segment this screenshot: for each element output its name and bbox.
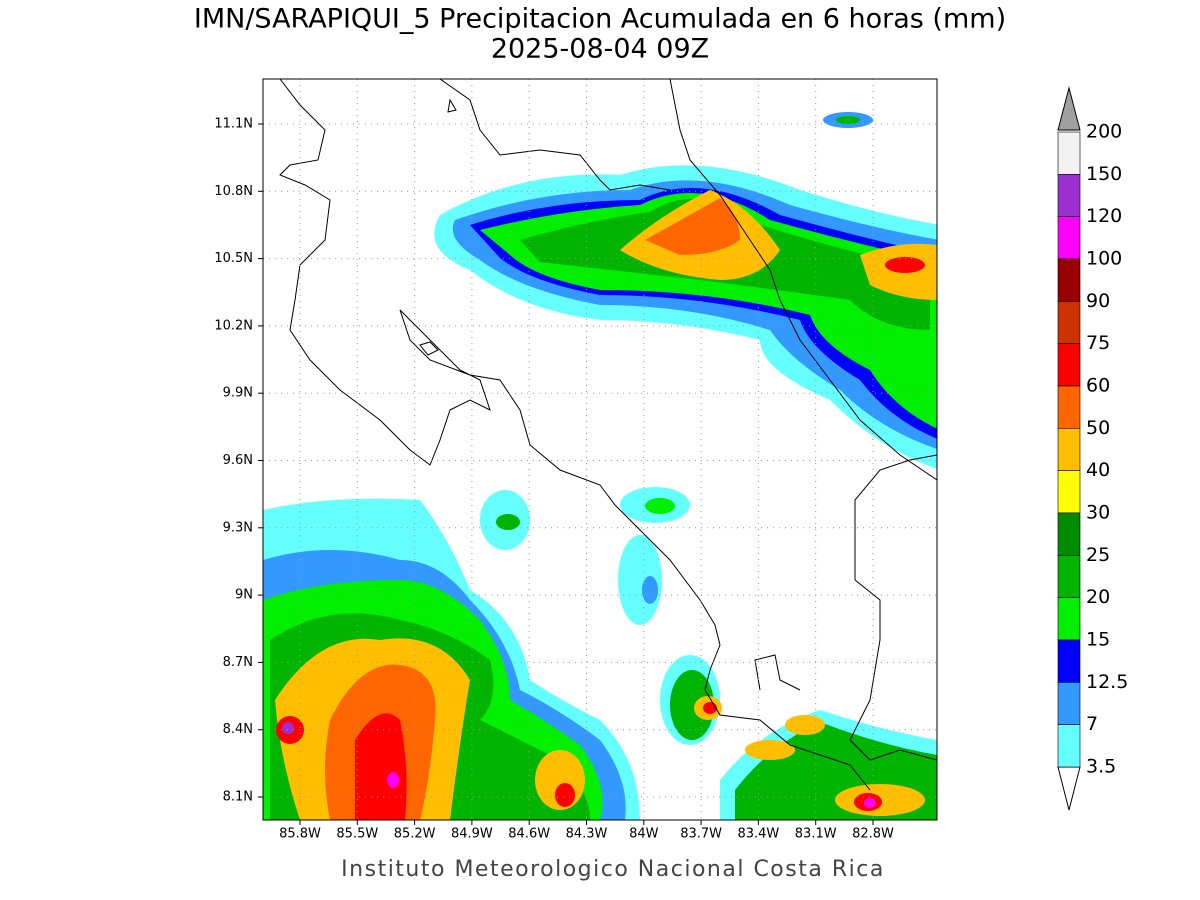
colorbar-box (1057, 555, 1081, 598)
colorbar: 200 150 120 100 90 75 60 50 40 30 25 20 15 12.5 7 3.5 (1057, 86, 1128, 811)
lon-label: 85.8W (279, 827, 321, 842)
lat-label: 9.3N (223, 520, 253, 535)
colorbar-box (1057, 428, 1081, 471)
colorbar-label: 25 (1086, 544, 1110, 566)
colorbar-label: 12.5 (1086, 671, 1128, 693)
colorbar-box (1057, 597, 1081, 641)
colorbar-label: 3.5 (1086, 756, 1116, 778)
colorbar-label: 100 (1086, 248, 1122, 270)
lon-label: 84.3W (566, 827, 608, 842)
lon-label: 84.9W (451, 827, 493, 842)
title: IMN/SARAPIQUI_5 Precipitacion Acumulada … (194, 4, 1006, 35)
colorbar-bottom-arrow (1057, 766, 1081, 811)
lat-label: 11.1N (214, 117, 253, 132)
precip-field (263, 112, 937, 820)
colorbar-box (1057, 639, 1081, 683)
colorbar-label: 200 (1086, 121, 1122, 143)
plot-frame (262, 78, 938, 821)
colorbar-box (1057, 174, 1081, 217)
colorbar-box (1057, 343, 1081, 387)
lat-label: 8.4N (223, 722, 253, 737)
graticule (263, 79, 937, 820)
colorbar-label: 150 (1086, 163, 1122, 185)
lon-label: 84.6W (508, 827, 550, 842)
lat-label: 10.5N (214, 251, 253, 266)
colorbar-box (1057, 301, 1081, 344)
colorbar-label: 40 (1086, 459, 1110, 481)
lat-label: 8.1N (223, 790, 253, 805)
colorbar-label: 60 (1086, 375, 1110, 397)
lon-label: 83.1W (795, 827, 837, 842)
colorbar-box (1057, 512, 1081, 556)
lat-label: 9N (235, 588, 253, 603)
lon-label: 83.7W (680, 827, 722, 842)
colorbar-box (1057, 216, 1081, 260)
colorbar-box (1057, 385, 1081, 429)
colorbar-label: 7 (1086, 713, 1098, 735)
lat-label: 9.6N (223, 453, 253, 468)
colorbar-label: 30 (1086, 502, 1110, 524)
colorbar-label: 90 (1086, 290, 1110, 312)
subtitle: 2025-08-04 09Z (491, 34, 709, 65)
colorbar-box (1057, 258, 1081, 302)
lon-label: 85.5W (336, 827, 378, 842)
colorbar-box (1057, 131, 1081, 175)
lon-label: 84W (629, 827, 659, 842)
lat-label: 9.9N (223, 386, 253, 401)
footer: Instituto Meteorologico Nacional Costa R… (341, 857, 885, 882)
colorbar-label: 75 (1086, 332, 1110, 354)
colorbar-top-arrow (1057, 86, 1081, 131)
coastlines (279, 79, 937, 791)
colorbar-label: 20 (1086, 586, 1110, 608)
lat-label: 10.8N (214, 184, 253, 199)
colorbar-box (1057, 470, 1081, 514)
colorbar-box (1057, 682, 1081, 725)
lon-label: 83.4W (737, 827, 779, 842)
colorbar-label: 50 (1086, 417, 1110, 439)
lat-label: 8.7N (223, 655, 253, 670)
colorbar-label: 120 (1086, 205, 1122, 227)
colorbar-label: 15 (1086, 629, 1110, 651)
colorbar-box (1057, 724, 1081, 768)
lon-label: 85.2W (394, 827, 436, 842)
lat-label: 10.2N (214, 318, 253, 333)
lon-label: 82.8W (852, 827, 894, 842)
